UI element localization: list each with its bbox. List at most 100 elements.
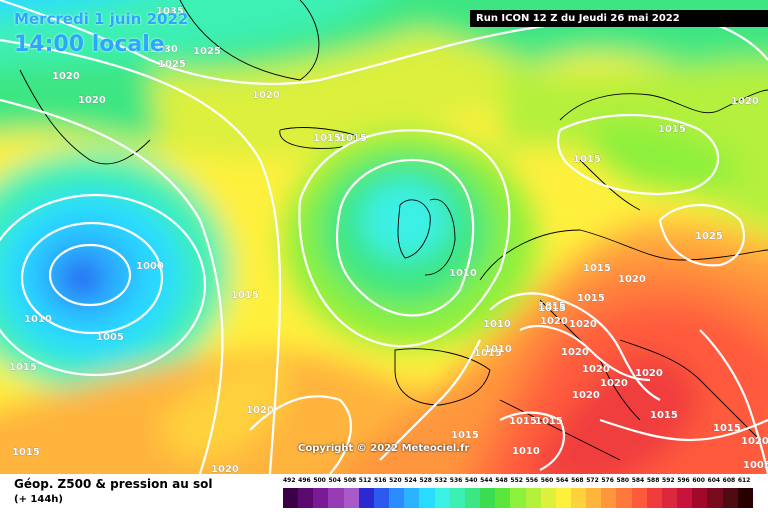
pressure-label: 1010 xyxy=(484,344,512,355)
scale-swatch xyxy=(449,488,465,508)
scale-label: 612 xyxy=(737,477,751,484)
pressure-label: 1020 xyxy=(741,436,768,447)
scale-swatch xyxy=(601,488,617,508)
scale-swatch xyxy=(480,488,496,508)
pressure-label: 1015 xyxy=(474,348,502,359)
scale-label: 532 xyxy=(434,477,448,484)
pressure-label: 1015 xyxy=(573,154,601,165)
pressure-label: 1020 xyxy=(569,319,597,330)
scale-label: 540 xyxy=(464,477,478,484)
scale-label: 580 xyxy=(616,477,630,484)
pressure-label: 1005 xyxy=(96,332,124,343)
pressure-label: 1020 xyxy=(246,405,274,416)
scale-swatch xyxy=(525,488,541,508)
scale-swatch xyxy=(373,488,390,508)
scale-swatch xyxy=(389,488,405,508)
copyright-text: Copyright © 2022 Meteociel.fr xyxy=(298,443,470,454)
pressure-label: 1015 xyxy=(658,124,686,135)
pressure-label: 1005 xyxy=(743,460,768,471)
scale-swatch xyxy=(404,488,420,508)
scale-label: 592 xyxy=(662,477,675,484)
scale-swatch xyxy=(328,488,344,508)
scale-swatch xyxy=(495,488,511,508)
scale-swatch xyxy=(434,488,450,508)
weather-map: 1035 1030 1025 1025 1020 1020 1020 1020 … xyxy=(0,0,768,474)
pressure-label: 1010 xyxy=(449,268,477,279)
scale-label: 564 xyxy=(555,477,569,484)
scale-label: 492 xyxy=(283,477,296,484)
scale-swatch xyxy=(419,488,435,508)
scale-label: 576 xyxy=(601,477,614,484)
color-scale-bar xyxy=(283,488,753,508)
scale-label: 508 xyxy=(343,477,357,484)
pressure-label: 1010 xyxy=(512,446,540,457)
scale-label: 588 xyxy=(646,477,660,484)
pressure-label: 1015 xyxy=(535,416,563,427)
map-title: Géop. Z500 & pression au sol xyxy=(14,477,213,491)
scale-label: 560 xyxy=(540,477,554,484)
scale-label: 528 xyxy=(419,477,432,484)
scale-swatch xyxy=(540,488,556,508)
pressure-label: 1020 xyxy=(600,378,628,389)
legend-footer: Géop. Z500 & pression au sol (+ 144h) 49… xyxy=(0,474,768,512)
scale-label: 496 xyxy=(298,477,311,484)
color-scale-labels: 492 496 500 504 508 512 516 520 524 528 532 536 540 5… xyxy=(283,477,753,489)
pressure-label: 1015 xyxy=(577,293,605,304)
scale-swatch xyxy=(737,488,753,508)
pressure-label: 1015 xyxy=(538,301,566,312)
pressure-label: 1020 xyxy=(582,364,610,375)
scale-label: 568 xyxy=(571,477,584,484)
scale-swatch xyxy=(358,488,374,508)
pressure-label: 1020 xyxy=(561,347,589,358)
pressure-label: 1000 xyxy=(136,261,164,272)
pressure-label: 1025 xyxy=(193,46,221,57)
scale-swatch xyxy=(722,488,738,508)
geopotential-field xyxy=(0,0,768,474)
pressure-label: 1025 xyxy=(158,59,186,70)
run-banner: Run ICON 12 Z du Jeudi 26 mai 2022 xyxy=(470,10,768,27)
scale-label: 600 xyxy=(692,477,705,484)
pressure-label: 1020 xyxy=(731,96,759,107)
pressure-label: 1015 xyxy=(12,447,40,458)
scale-label: 520 xyxy=(389,477,402,484)
pressure-label: 1020 xyxy=(78,95,106,106)
pressure-label: 1030 xyxy=(150,44,178,55)
scale-label: 500 xyxy=(313,477,326,484)
pressure-label: 1015 xyxy=(231,290,259,301)
pressure-label: 1010 xyxy=(483,319,511,330)
pressure-labels: 1035 1030 1025 1025 1020 1020 1020 1020 … xyxy=(9,6,768,474)
isobars xyxy=(0,0,768,474)
scale-label: 584 xyxy=(631,477,645,484)
pressure-label: 1015 xyxy=(650,410,678,421)
forecast-offset: (+ 144h) xyxy=(14,494,63,505)
forecast-date: Mercredi 1 juin 2022 xyxy=(14,10,189,28)
scale-label: 604 xyxy=(707,477,721,484)
pressure-label: 1015 xyxy=(9,362,37,373)
scale-swatch xyxy=(661,488,678,508)
scale-swatch xyxy=(464,488,481,508)
scale-label: 516 xyxy=(373,477,387,484)
scale-swatch xyxy=(510,488,526,508)
pressure-label: 1020 xyxy=(52,71,80,82)
pressure-label: 1020 xyxy=(572,390,600,401)
scale-label: 544 xyxy=(480,477,493,484)
scale-swatch xyxy=(677,488,693,508)
pressure-label: 1035 xyxy=(156,6,184,17)
scale-swatch xyxy=(631,488,647,508)
scale-label: 552 xyxy=(510,477,523,484)
scale-label: 504 xyxy=(328,477,341,484)
scale-swatch xyxy=(283,488,299,508)
scale-swatch xyxy=(646,488,662,508)
forecast-time: 14:00 locale xyxy=(14,32,165,57)
scale-label: 556 xyxy=(525,477,539,484)
pressure-label: 1020 xyxy=(540,316,568,327)
scale-swatch xyxy=(313,488,329,508)
pressure-label: 1025 xyxy=(695,231,723,242)
pressure-label: 1015 xyxy=(313,133,341,144)
scale-swatch xyxy=(586,488,602,508)
scale-label: 548 xyxy=(495,477,508,484)
scale-swatch xyxy=(298,488,314,508)
pressure-label: 1020 xyxy=(211,464,239,474)
scale-swatch xyxy=(616,488,632,508)
scale-label: 596 xyxy=(677,477,690,484)
